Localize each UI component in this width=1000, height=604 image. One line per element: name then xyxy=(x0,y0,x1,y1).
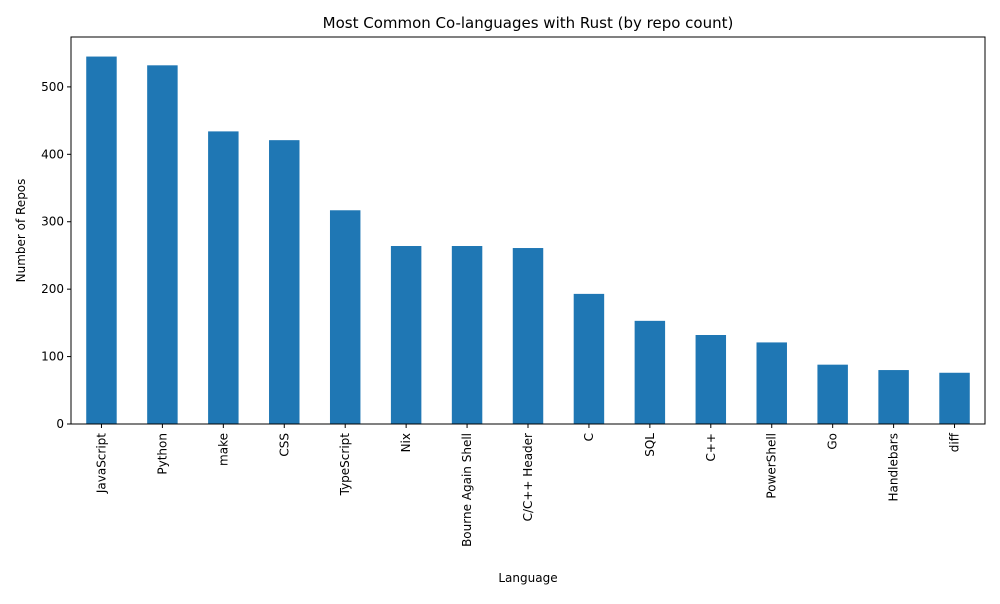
y-tick-label-3: 300 xyxy=(41,215,64,229)
x-tick-label-3: CSS xyxy=(277,433,291,457)
y-tick-label-0: 0 xyxy=(56,417,64,431)
y-tick-label-5: 500 xyxy=(41,80,64,94)
bar-14 xyxy=(939,372,970,424)
x-axis: JavaScript Python make CSS TypeScript Nix Bour… xyxy=(94,424,962,547)
x-tick-label-5: Nix xyxy=(399,433,413,452)
x-tick-label-4: TypeScript xyxy=(338,433,352,497)
bars-layer xyxy=(86,56,970,425)
x-tick-label-14: diff xyxy=(948,432,962,452)
x-tick-label-0: JavaScript xyxy=(94,433,108,494)
bar-3 xyxy=(269,140,300,424)
bar-11 xyxy=(756,342,787,424)
bar-4 xyxy=(329,210,361,424)
x-tick-label-8: C xyxy=(582,433,596,441)
bar-10 xyxy=(695,335,727,424)
x-tick-label-9: SQL xyxy=(643,433,657,457)
bar-9 xyxy=(634,320,666,424)
bar-12 xyxy=(817,364,848,424)
x-tick-label-6: Bourne Again Shell xyxy=(460,433,474,547)
x-tick-label-12: Go xyxy=(826,433,840,450)
bar-13 xyxy=(878,370,909,424)
x-tick-label-1: Python xyxy=(155,433,169,475)
bar-8 xyxy=(573,293,605,424)
x-tick-label-13: Handlebars xyxy=(887,433,901,501)
bar-1 xyxy=(147,65,178,424)
x-tick-label-2: make xyxy=(216,433,230,466)
bar-0 xyxy=(86,56,117,425)
x-tick-label-10: C++ xyxy=(704,433,718,462)
y-tick-label-4: 400 xyxy=(41,147,64,161)
chart-title: Most Common Co-languages with Rust (by r… xyxy=(323,14,734,32)
y-axis-label: Number of Repos xyxy=(14,179,28,283)
x-tick-label-7: C/C++ Header xyxy=(521,433,535,521)
bar-2 xyxy=(208,131,239,424)
x-tick-label-11: PowerShell xyxy=(765,433,779,499)
y-tick-label-2: 200 xyxy=(41,282,64,296)
bar-7 xyxy=(512,248,544,424)
bar-5 xyxy=(390,246,422,424)
y-tick-label-1: 100 xyxy=(41,350,64,364)
plot-frame xyxy=(70,36,986,425)
x-axis-label: Language xyxy=(498,571,557,585)
y-axis: 0 100 200 300 400 500 xyxy=(41,80,71,431)
bar-6 xyxy=(451,246,483,424)
